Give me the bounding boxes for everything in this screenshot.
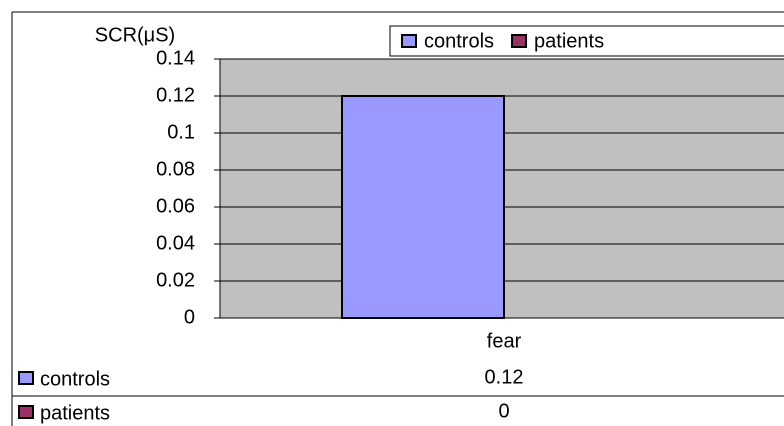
y-axis-label: SCR(μS) (95, 24, 175, 46)
table-row-label: controls (40, 368, 110, 390)
y-tick-label: 0.12 (156, 84, 195, 106)
legend-label: controls (424, 30, 494, 52)
bar (341, 95, 505, 319)
table-value: 0.12 (485, 366, 524, 388)
legend-label: patients (534, 30, 604, 52)
y-tick-label: 0.06 (156, 195, 195, 217)
y-tick-label: 0.1 (167, 121, 195, 143)
y-tick-label: 0.08 (156, 158, 195, 180)
y-tick-label: 0.02 (156, 269, 195, 291)
x-tick-label: fear (487, 330, 522, 352)
table-key (18, 371, 34, 385)
table-value: 0 (498, 400, 509, 422)
legend-key (401, 34, 417, 48)
y-tick-label: 0 (184, 306, 195, 328)
y-tick-label: 0.14 (156, 47, 195, 69)
legend-key (511, 34, 528, 48)
legend (389, 25, 784, 57)
y-tick-label: 0.04 (156, 232, 195, 254)
table-row-label: patients (40, 402, 110, 424)
table-key (18, 405, 34, 419)
